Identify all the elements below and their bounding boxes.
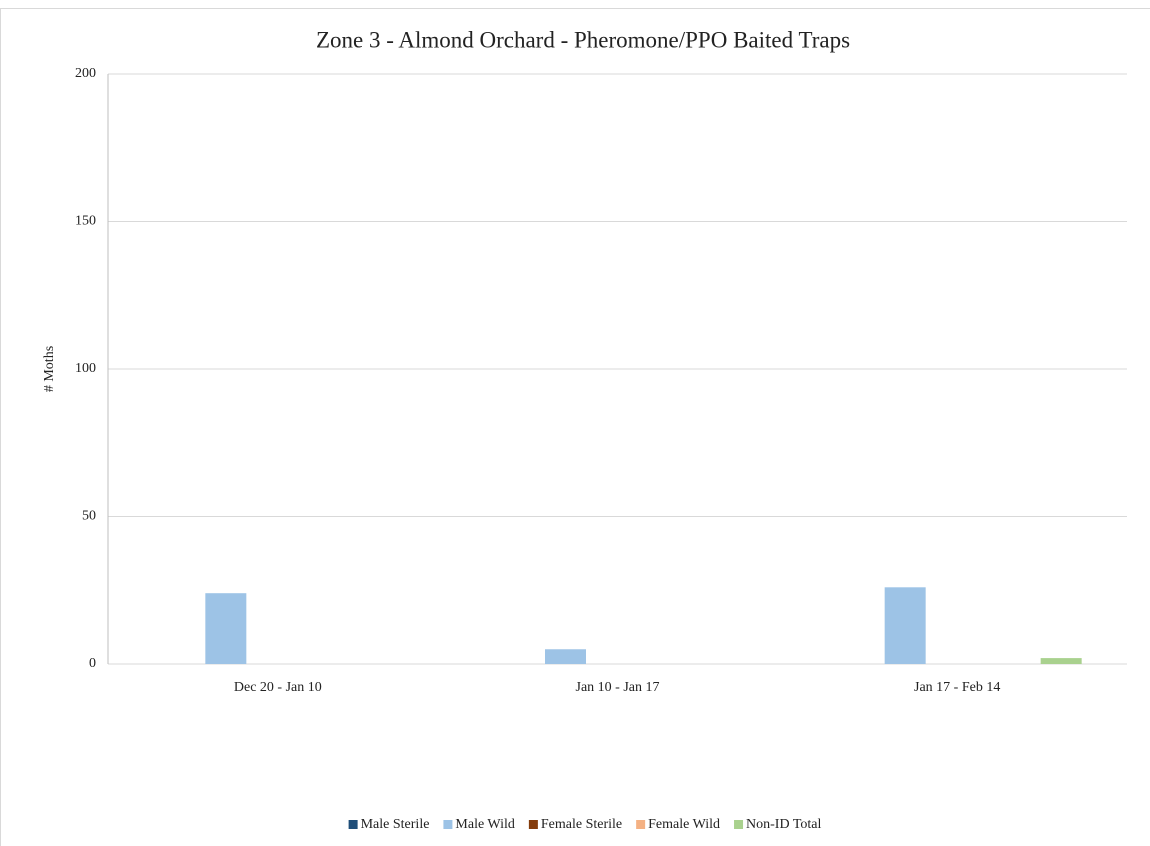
y-tick-label: 150 [75,214,96,229]
y-tick-label: 50 [82,509,96,524]
x-tick-label: Jan 17 - Feb 14 [914,680,1000,695]
x-tick-label: Dec 20 - Jan 10 [234,680,322,695]
legend-swatch [734,820,744,829]
chart-title: Zone 3 - Almond Orchard - Pheromone/PPO … [316,27,850,52]
legend-swatch [528,820,538,829]
legend-label: Non-ID Total [746,817,821,832]
legend-label: Female Wild [648,817,720,832]
bar [1040,658,1082,664]
bar [884,587,926,664]
legend-swatch [443,820,453,829]
legend-swatch [636,820,646,829]
y-tick-label: 100 [75,361,96,376]
y-tick-label: 0 [89,656,96,671]
bar [205,593,247,664]
legend-label: Male Sterile [361,817,430,832]
legend-label: Male Wild [455,817,514,832]
legend-label: Female Sterile [541,817,622,832]
y-tick-label: 200 [75,66,96,81]
bar [545,649,586,664]
x-tick-label: Jan 10 - Jan 17 [576,680,660,695]
chart-border [0,8,1150,846]
y-axis-label: # Moths [42,346,57,392]
legend-swatch [348,820,358,829]
